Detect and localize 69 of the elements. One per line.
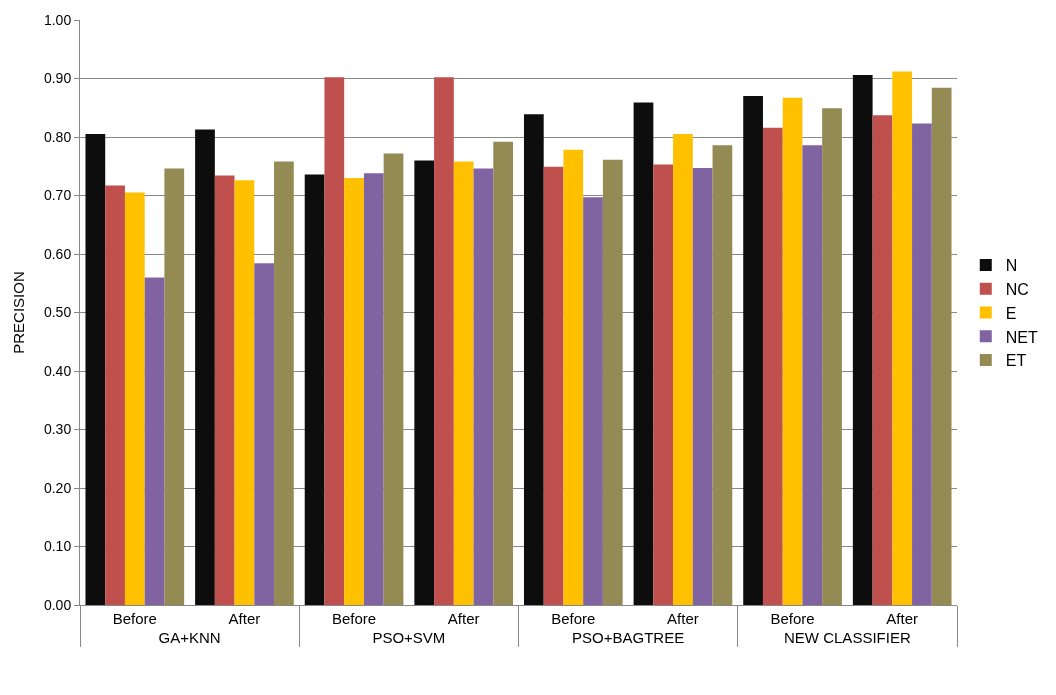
bar bbox=[653, 164, 674, 605]
bar bbox=[274, 161, 294, 605]
bar bbox=[692, 168, 713, 605]
legend-label: NC bbox=[1005, 280, 1029, 298]
bar bbox=[543, 166, 564, 605]
bar bbox=[234, 180, 255, 605]
y-tick-label: 0.20 bbox=[43, 479, 72, 496]
bar bbox=[195, 129, 215, 605]
bar bbox=[782, 97, 803, 605]
y-tick-label: 0.50 bbox=[43, 304, 72, 321]
y-tick-label: 0.60 bbox=[43, 245, 72, 262]
bar bbox=[214, 175, 235, 605]
y-tick-label: 0.30 bbox=[43, 421, 72, 438]
bar bbox=[363, 173, 384, 605]
bar bbox=[434, 77, 454, 605]
bar bbox=[673, 134, 693, 605]
text: PSO+BAGTREE bbox=[572, 629, 685, 646]
x-tick-label: Before bbox=[551, 610, 596, 627]
bar bbox=[164, 168, 185, 605]
y-tick-label: 0.80 bbox=[43, 128, 72, 145]
y-tick-label: 0.40 bbox=[43, 362, 72, 379]
bar bbox=[602, 159, 623, 605]
legend-label: NET bbox=[1005, 328, 1038, 346]
bar bbox=[912, 123, 932, 605]
bar bbox=[473, 168, 494, 605]
bar bbox=[822, 108, 842, 605]
bar bbox=[85, 134, 106, 605]
y-axis-title: PRECISION bbox=[10, 271, 28, 354]
x-tick-label: After bbox=[447, 610, 480, 627]
bar bbox=[633, 102, 654, 605]
x-tick-label: After bbox=[886, 610, 919, 627]
bar bbox=[344, 177, 364, 605]
bar bbox=[453, 161, 474, 605]
bar bbox=[852, 74, 873, 605]
x-tick-label: Before bbox=[331, 610, 377, 627]
bar bbox=[324, 77, 345, 605]
x-tick-label: After bbox=[667, 610, 699, 627]
bar bbox=[802, 145, 823, 605]
y-tick-label: 0.70 bbox=[43, 187, 72, 204]
bar bbox=[254, 263, 275, 605]
bar bbox=[712, 145, 733, 605]
x-tick-label: After bbox=[228, 610, 261, 627]
legend-label: N bbox=[1005, 257, 1018, 275]
bar bbox=[743, 96, 763, 605]
bar bbox=[563, 149, 584, 605]
bar bbox=[931, 87, 952, 605]
bar bbox=[304, 174, 325, 605]
y-tick-label: 1.00 bbox=[43, 11, 72, 28]
bar bbox=[383, 153, 404, 605]
legend-label: E bbox=[1005, 304, 1017, 322]
bar bbox=[414, 160, 435, 605]
text: PSO+SVM bbox=[372, 629, 446, 646]
bar bbox=[144, 277, 165, 605]
bar bbox=[872, 115, 893, 605]
bar bbox=[762, 127, 783, 605]
legend-label: ET bbox=[1005, 352, 1027, 370]
bar bbox=[892, 71, 913, 605]
y-tick-label: 0.00 bbox=[43, 596, 72, 613]
bar bbox=[523, 114, 544, 605]
y-tick-label: 0.90 bbox=[43, 70, 72, 87]
y-tick-label: 0.10 bbox=[43, 538, 72, 555]
bar bbox=[105, 185, 125, 605]
bar bbox=[124, 192, 145, 605]
x-tick-label: Before bbox=[112, 610, 157, 627]
x-tick-label: Before bbox=[770, 610, 815, 627]
bar bbox=[583, 197, 603, 605]
text: NEW CLASSIFIER bbox=[784, 629, 911, 646]
text: GA+KNN bbox=[158, 629, 221, 646]
bar bbox=[493, 141, 514, 605]
